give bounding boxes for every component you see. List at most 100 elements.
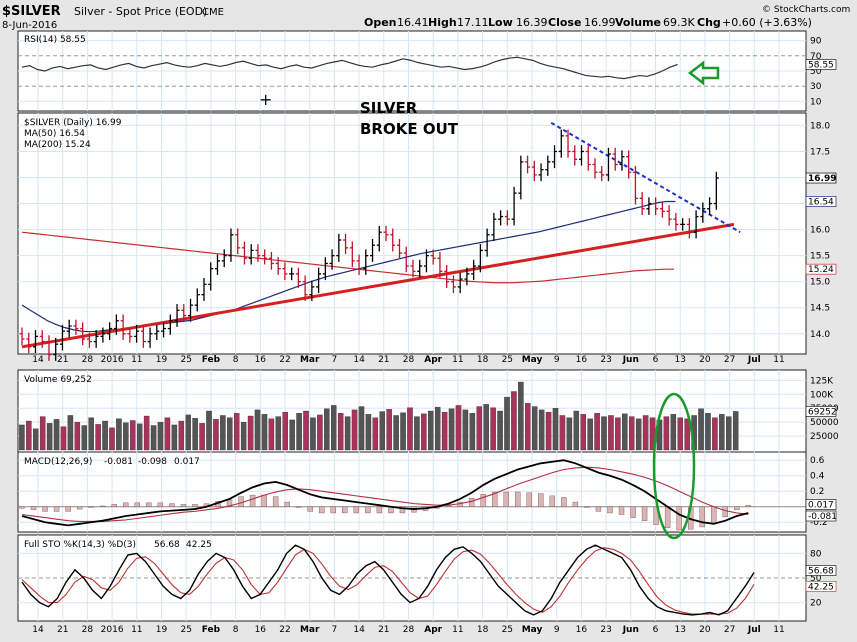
volume-bar [663,416,670,451]
x-tick-label-top: 21 [378,355,389,365]
ma200-last-label-box [805,263,837,275]
volume-bar [476,406,483,451]
x-tick-label-bottom: 23 [600,625,611,635]
volume-bar [53,419,60,451]
macd-histogram-bar [699,506,705,528]
x-tick-label-top: Mar [300,355,320,365]
macd-histogram-bar [342,506,348,514]
x-tick-label-top: 11 [773,355,784,365]
x-tick-label-bottom: 21 [57,625,68,635]
volume-bar [705,413,711,451]
macd-histogram-bar [180,504,187,507]
x-tick-label-top: 28 [82,355,94,365]
macd-histogram-bar [734,506,740,511]
x-tick-label-top: 25 [502,355,513,365]
x-tick-label-top: 14 [32,355,44,365]
x-tick-label-top: 2016 [101,355,124,365]
volume-bar [622,413,628,451]
volume-bar [608,415,614,451]
volume-bar [434,406,441,451]
x-tick-label-top: 23 [600,355,611,365]
volume-bar [81,425,88,451]
volume-bar [33,428,39,451]
volume-bar [164,417,171,451]
volume-bar [421,413,427,451]
x-tick-label-bottom: Jun [622,625,639,635]
x-tick-label-bottom: 7 [332,625,338,635]
macd-tick-label: 0.2 [810,487,824,497]
price-tick-label: 16.0 [810,226,830,236]
x-tick-label-bottom: Feb [202,625,221,635]
volume-bar [39,416,46,451]
x-tick-label-bottom: 16 [255,625,267,635]
rsi-last-value: 58.55 [808,61,834,71]
macd-histogram-bar [526,492,532,507]
volume-bar [261,414,268,451]
watermark: © StockCharts.com [762,5,850,15]
macd-histogram-bar [76,506,83,510]
macd-histogram-bar [53,506,60,512]
volume-bar [150,425,157,451]
volume-bar [95,424,101,451]
volume-bar [157,421,164,451]
volume-tick-label: 100K [810,390,834,400]
price-last-label: 16.99 [808,174,836,184]
volume-bar [615,417,621,451]
volume-bar [365,414,372,451]
price-tick-label: 15.0 [810,278,830,288]
x-tick-label-top: Jul [747,355,761,365]
volume-bar [337,413,344,451]
description: Silver - Spot Price (EOD) [74,5,207,18]
volume-value: 69.3K [663,16,695,29]
volume-bar [296,413,302,451]
volume-bar [635,418,642,451]
x-tick-label-top: 7 [332,355,338,365]
volume-bar [275,416,282,451]
x-tick-label-top: 13 [674,355,685,365]
exchange: CME [202,7,224,18]
volume-bar [74,421,81,451]
macd-histogram-bar [192,504,198,507]
x-tick-label-bottom: 6 [653,625,659,635]
macd-histogram-bar [468,498,475,507]
uptrend-line [21,222,735,349]
volume-bar [171,424,178,451]
x-tick-label-top: 16 [576,355,588,365]
volume-bar [227,417,233,451]
price-tick-label: 17.5 [810,147,830,157]
x-tick-label-bottom: 19 [156,625,168,635]
rsi-tick-label: 10 [810,97,822,107]
rsi-tick-label: 70 [810,52,822,62]
volume-bar [88,417,94,451]
price-legend: $SILVER (Daily) 16.99 [24,118,122,128]
x-tick-label-bottom: 11 [452,625,463,635]
x-tick-label-bottom: Jul [747,625,761,635]
macd-tick-label: -0.2 [810,518,828,528]
ma50-last-label: 16.54 [808,197,834,207]
x-tick-label-top: 27 [724,355,735,365]
volume-bar [670,414,677,451]
volume-bar [60,426,67,451]
x-tick-label-bottom: 25 [180,625,191,635]
volume-tick-label: 25000 [810,432,839,442]
volume-bar [552,408,559,451]
volume-bar [525,403,531,451]
x-tick-label-bottom: Mar [300,625,320,635]
rsi-last-value-box [805,59,837,70]
volume-bar [143,415,150,451]
volume-bar [67,415,74,451]
downtrend-line [550,121,741,234]
symbol: $SILVER [2,4,61,19]
x-tick-label-top: 21 [57,355,68,365]
macd-histogram-bar [607,506,613,514]
volume-bar [573,410,580,451]
volume-bar [642,415,649,451]
volume-bar [462,409,469,451]
macd-histogram-bar [330,506,336,514]
x-tick-label-top: 8 [233,355,239,365]
macd-signal-line [21,466,749,523]
volume-label: Volume [615,16,661,29]
volume-bar [46,423,53,451]
volume-bar [400,412,406,451]
volume-bar [109,427,115,451]
